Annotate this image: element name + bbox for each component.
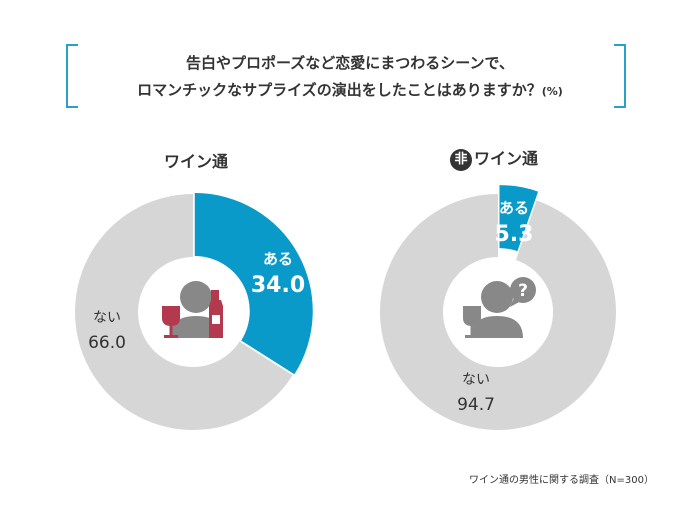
chart-title-line2: ロマンチックなサプライズの演出をしたことはありますか？(%)	[90, 79, 610, 100]
chart-title-line2-text: ロマンチックなサプライズの演出をしたことはありますか？	[137, 81, 542, 99]
chart-title-line1: 告白やプロポーズなど恋愛にまつわるシーンで、	[186, 54, 514, 72]
donut-chart-non-wine-lovers: ある 5.3 ない 94.7	[380, 185, 616, 430]
title-bracket-right	[614, 44, 626, 108]
chart-title-unit: (%)	[541, 85, 563, 98]
slice-label-aru: ある	[263, 250, 293, 268]
donut-slice-aru	[194, 193, 313, 375]
left-chart-label: ワイン通	[164, 152, 229, 171]
question-mark-icon: ?	[518, 281, 528, 301]
slice-value-aru: 5.3	[495, 222, 534, 247]
non-badge: 非	[450, 148, 472, 171]
donut-slice-aru	[499, 185, 539, 252]
slice-value-aru: 34.0	[251, 273, 305, 298]
footnote: ワイン通の男性に関する調査（N=300）	[469, 475, 654, 486]
slice-value-nai: 66.0	[88, 333, 126, 353]
wine-lover-icon	[162, 281, 223, 338]
slice-value-nai: 94.7	[457, 395, 495, 415]
right-chart-label: 非ワイン通	[450, 145, 538, 171]
donut-slice-nai	[75, 194, 293, 431]
donut-chart-wine-lovers: ある 34.0 ない 66.0	[75, 193, 313, 431]
non-wine-lover-icon: ?	[463, 277, 536, 338]
slice-label-nai: ない	[93, 310, 121, 326]
donut-slice-nai	[380, 194, 616, 430]
title-bracket-left	[66, 44, 78, 108]
right-chart-label-text: ワイン通	[474, 149, 539, 168]
slice-label-aru: ある	[499, 199, 529, 217]
slice-label-nai: ない	[462, 372, 490, 388]
